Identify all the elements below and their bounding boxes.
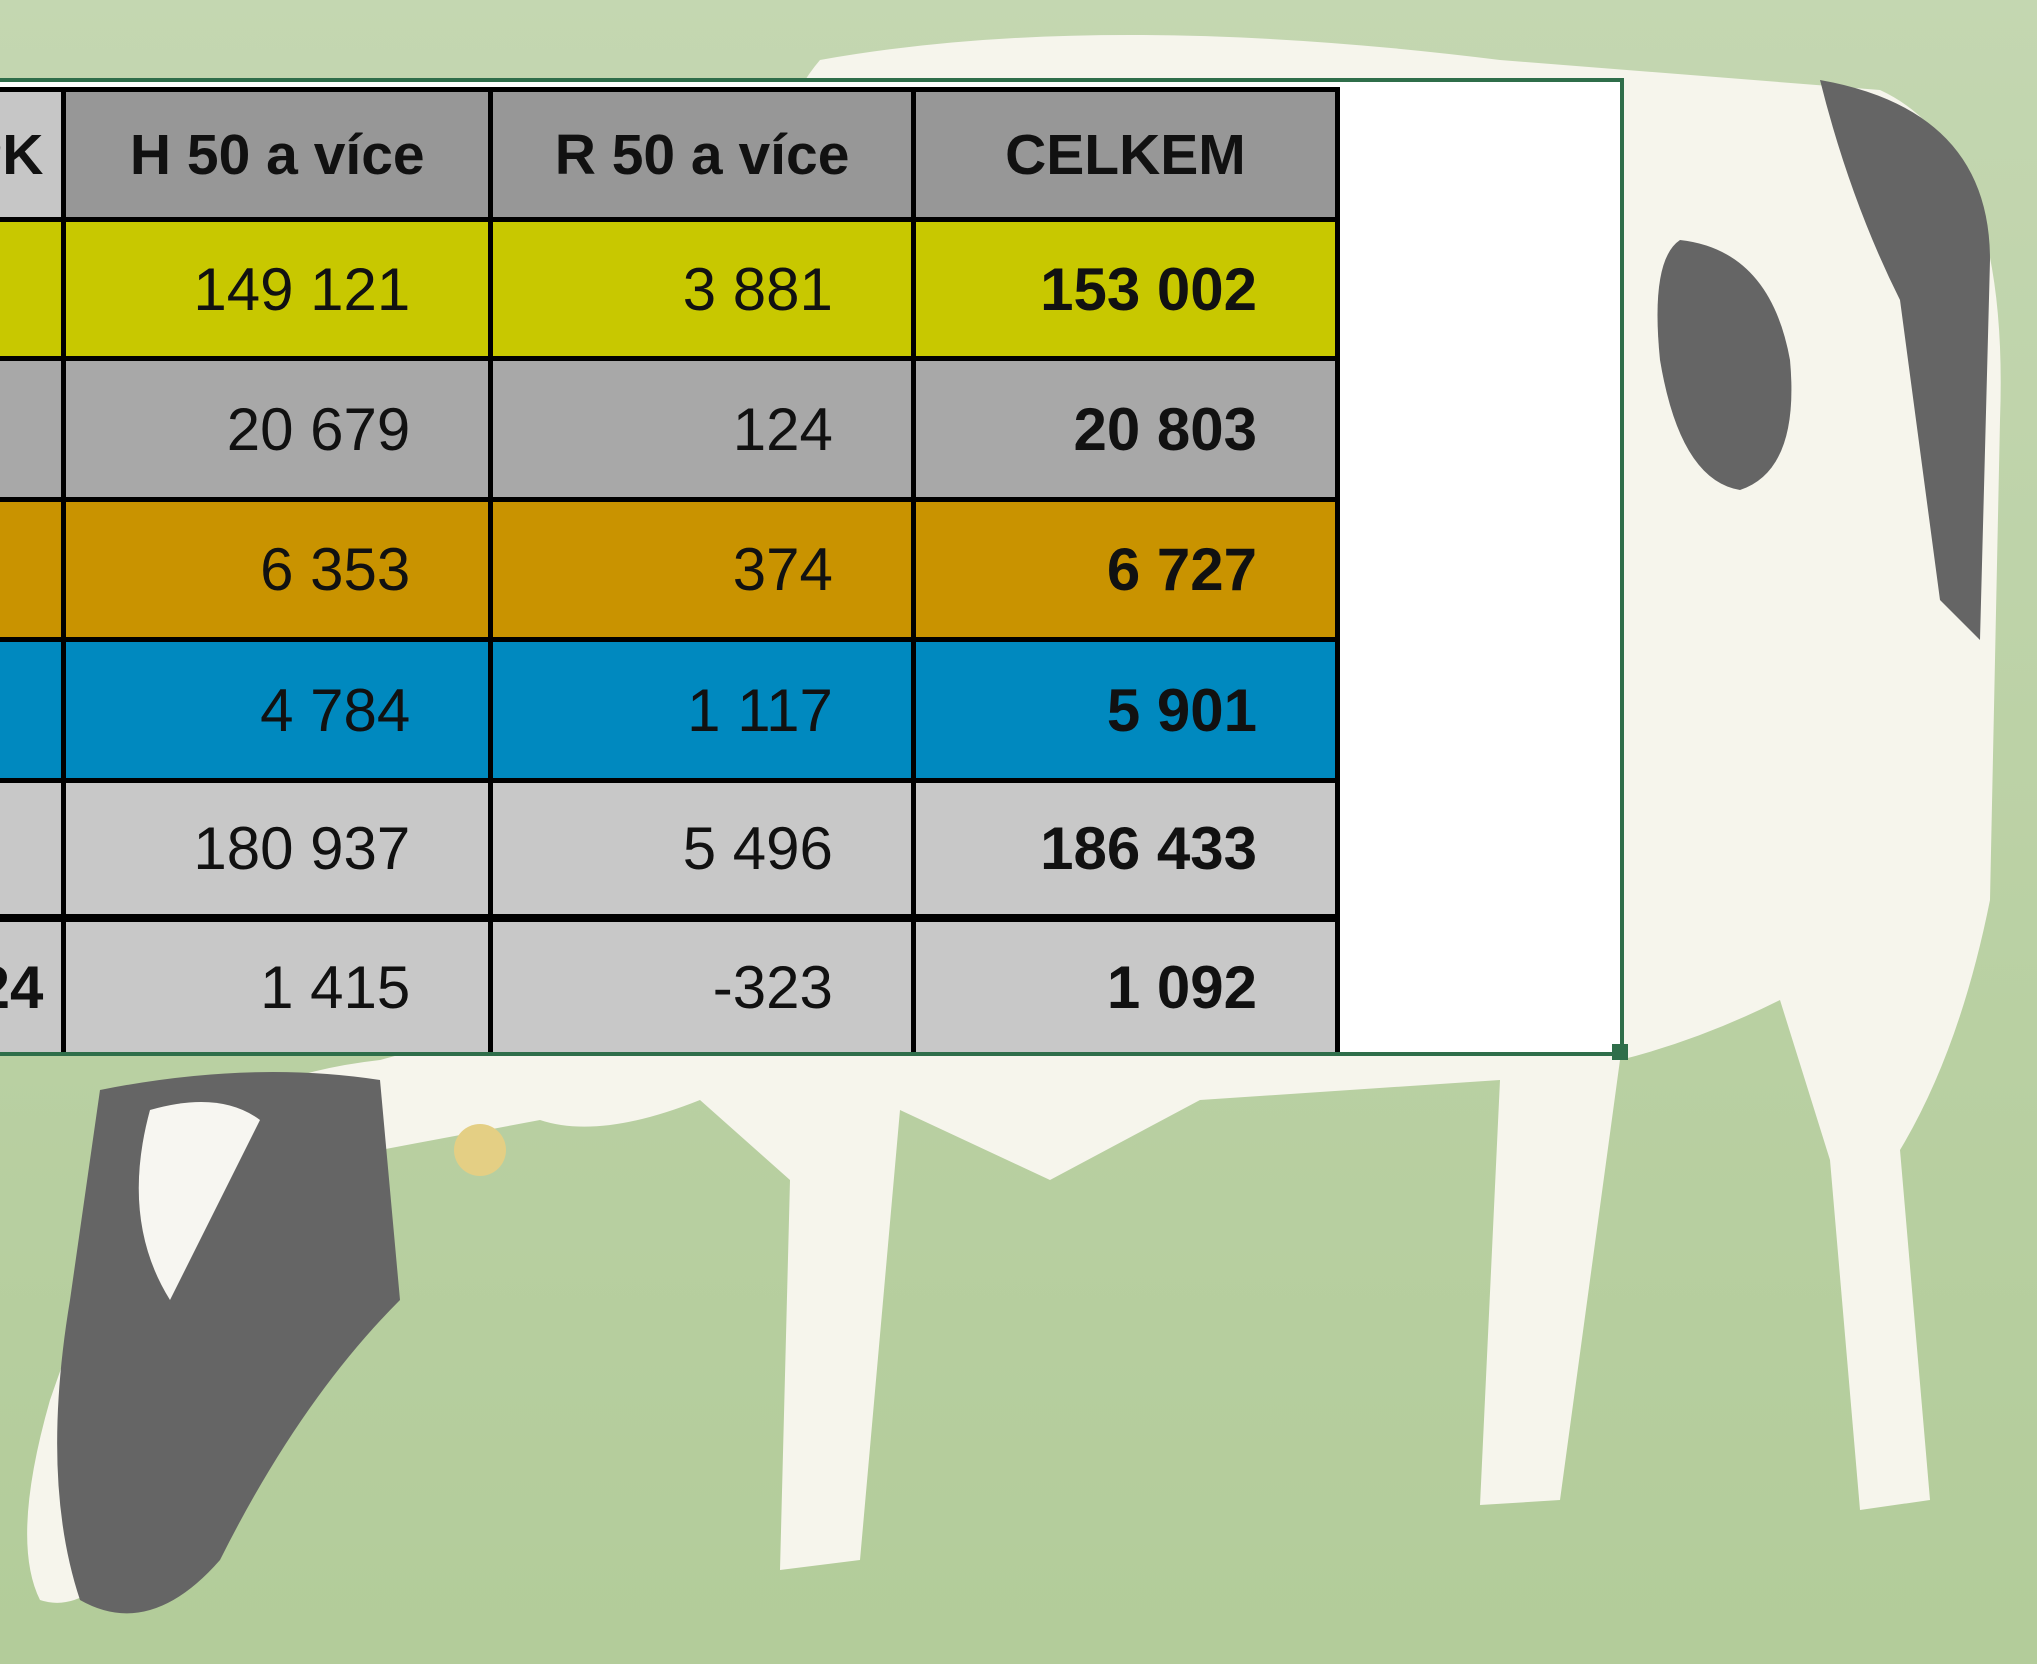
table-cell: 20 679	[64, 359, 491, 500]
row-label-cell	[0, 359, 64, 500]
table-cell: 6 727	[913, 500, 1337, 640]
header-cell: PK	[0, 90, 64, 220]
header-cell: CELKEM	[913, 90, 1337, 220]
page: PK H 50 a více R 50 a více CELKEM 149 12…	[0, 0, 2037, 1664]
header-cell: R 50 a více	[491, 90, 914, 220]
row-label-cell	[0, 220, 64, 359]
table-cell: 153 002	[913, 220, 1337, 359]
table-cell: 3 881	[491, 220, 914, 359]
table-cell: 149 121	[64, 220, 491, 359]
data-table: PK H 50 a více R 50 a více CELKEM 149 12…	[0, 87, 1340, 1056]
table-cell: 5 901	[913, 640, 1337, 781]
row-label-cell	[0, 500, 64, 640]
table-cell: 180 937	[64, 781, 491, 918]
table-cell: 124	[491, 359, 914, 500]
table-cell: 1 092	[913, 918, 1337, 1056]
row-label-cell: 24	[0, 918, 64, 1056]
table-cell: 5 496	[491, 781, 914, 918]
table-cell: 186 433	[913, 781, 1337, 918]
row-label-cell	[0, 781, 64, 918]
header-row: PK H 50 a více R 50 a více CELKEM	[0, 90, 1338, 220]
resize-handle[interactable]	[1612, 1044, 1628, 1060]
table-frame: PK H 50 a více R 50 a více CELKEM 149 12…	[0, 78, 1624, 1056]
table-cell: -323	[491, 918, 914, 1056]
table-cell: 6 353	[64, 500, 491, 640]
table-cell: 1 117	[491, 640, 914, 781]
header-cell: H 50 a více	[64, 90, 491, 220]
row-label-cell	[0, 640, 64, 781]
table-cell: 20 803	[913, 359, 1337, 500]
table-cell: 4 784	[64, 640, 491, 781]
table-cell: 1 415	[64, 918, 491, 1056]
table-cell: 374	[491, 500, 914, 640]
